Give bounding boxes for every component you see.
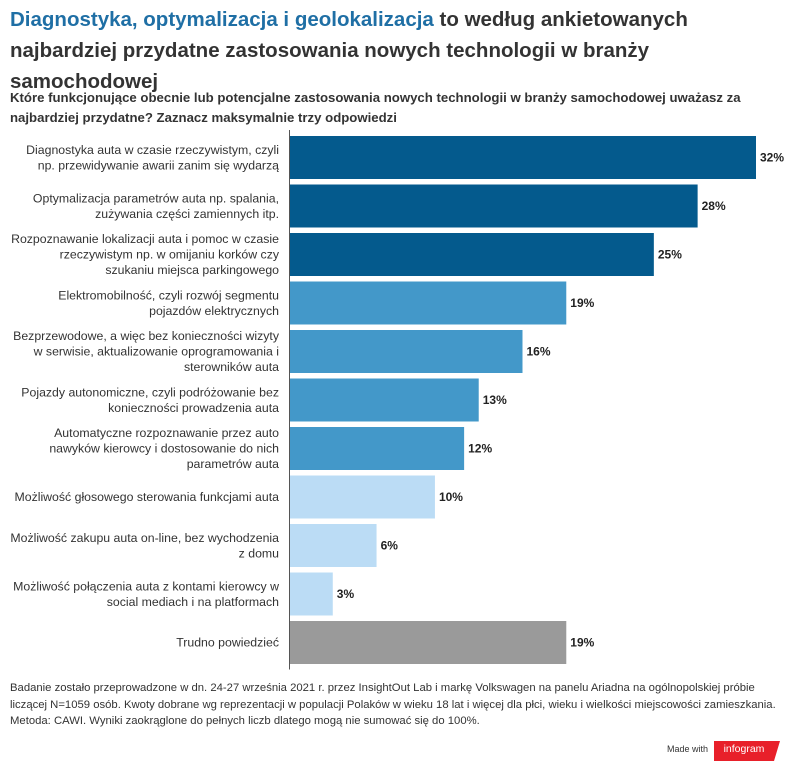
category-label-line: nawyków kierowcy i dostosowanie do nich bbox=[49, 442, 279, 456]
infogram-logo[interactable]: infogram bbox=[714, 741, 782, 761]
value-label: 25% bbox=[658, 248, 682, 262]
value-label: 3% bbox=[337, 587, 355, 601]
chart-title-rest: to według ankietowanych najbardziej przy… bbox=[10, 8, 688, 93]
bar[interactable] bbox=[289, 427, 465, 470]
category-label: Optymalizacja parametrów auta np. spalan… bbox=[33, 191, 279, 221]
made-with-label: Made with bbox=[667, 744, 709, 754]
category-label-line: konieczności prowadzenia auta bbox=[108, 401, 279, 415]
infogram-logo-shape bbox=[714, 741, 780, 761]
category-label-line: Możliwość zakupu auta on-line, bez wycho… bbox=[10, 531, 279, 545]
category-label-line: parametrów auta bbox=[187, 457, 279, 471]
category-label-line: Elektromobilność, czyli rozwój segmentu bbox=[58, 288, 279, 302]
category-label-line: Możliwość głosowego sterowania funkcjami… bbox=[14, 490, 279, 504]
category-label-line: Automatyczne rozpoznawanie przez auto bbox=[54, 426, 279, 440]
methodology-note: Badanie zostało przeprowadzone w dn. 24-… bbox=[10, 682, 776, 727]
value-label: 13% bbox=[483, 393, 507, 407]
category-label: Rozpoznawanie lokalizacji auta i pomoc w… bbox=[11, 232, 280, 277]
category-label: Możliwość połączenia auta z kontami kier… bbox=[13, 579, 279, 609]
bar[interactable] bbox=[289, 572, 333, 616]
category-label: Bezprzewodowe, a więc bez konieczności w… bbox=[13, 329, 280, 374]
bar[interactable] bbox=[289, 330, 523, 373]
value-label: 16% bbox=[527, 345, 551, 359]
category-label-line: szukaniu miejsca parkingowego bbox=[105, 263, 279, 277]
category-label-line: Pojazdy autonomiczne, czyli podróżowanie… bbox=[21, 385, 279, 399]
category-label-line: z domu bbox=[239, 546, 279, 560]
category-label-line: Bezprzewodowe, a więc bez konieczności w… bbox=[13, 329, 280, 343]
bar[interactable] bbox=[289, 136, 756, 179]
bar[interactable] bbox=[289, 524, 377, 567]
category-label-line: Możliwość połączenia auta z kontami kier… bbox=[13, 579, 279, 593]
category-label: Diagnostyka auta w czasie rzeczywistym, … bbox=[26, 143, 279, 173]
bar[interactable] bbox=[289, 621, 567, 664]
bar[interactable] bbox=[289, 184, 698, 228]
category-label: Automatyczne rozpoznawanie przez auto naw… bbox=[49, 426, 279, 471]
value-label: 12% bbox=[468, 442, 492, 456]
bar[interactable] bbox=[289, 475, 435, 519]
category-label-line: social mediach i na platformach bbox=[107, 595, 279, 609]
category-label-line: sterowników auta bbox=[184, 360, 279, 374]
category-label-line: Trudno powiedzieć bbox=[176, 636, 279, 650]
bar-chart: 32% Diagnostyka auta w czasie rzeczywisty… bbox=[10, 130, 784, 670]
category-label-line: zużywania części zamiennych itp. bbox=[95, 207, 279, 221]
survey-question: Które funkcjonujące obecnie lub potencja… bbox=[10, 90, 741, 125]
value-label: 28% bbox=[702, 199, 726, 213]
bar[interactable] bbox=[289, 233, 654, 276]
category-label-line: w serwisie, aktualizowanie oprogramowani… bbox=[33, 345, 279, 359]
category-label-line: Rozpoznawanie lokalizacji auta i pomoc w… bbox=[11, 232, 279, 246]
category-label: Możliwość zakupu auta on-line, bez wycho… bbox=[10, 531, 279, 561]
category-label: Elektromobilność, czyli rozwój segmentu p… bbox=[58, 288, 279, 318]
bar[interactable] bbox=[289, 281, 567, 325]
value-label: 10% bbox=[439, 490, 463, 504]
infogram-logo-text: infogram bbox=[723, 743, 765, 755]
value-label: 32% bbox=[760, 151, 784, 165]
category-label-line: np. przewidywanie awarii zanim się wydar… bbox=[38, 158, 279, 172]
category-label: Możliwość głosowego sterowania funkcjami… bbox=[14, 490, 279, 504]
value-label: 6% bbox=[381, 539, 399, 553]
value-label: 19% bbox=[570, 636, 594, 650]
chart-title: Diagnostyka, optymalizacja i geolokaliza… bbox=[10, 4, 800, 97]
category-label-line: Optymalizacja parametrów auta np. spalan… bbox=[33, 191, 279, 205]
category-label-line: pojazdów elektrycznych bbox=[149, 304, 279, 318]
category-label: Trudno powiedzieć bbox=[176, 636, 279, 650]
bar[interactable] bbox=[289, 378, 479, 422]
value-label: 19% bbox=[570, 296, 594, 310]
category-label-line: Diagnostyka auta w czasie rzeczywistym, … bbox=[26, 143, 279, 157]
chart-title-highlight: Diagnostyka, optymalizacja i geolokaliza… bbox=[10, 8, 434, 31]
category-label: Pojazdy autonomiczne, czyli podróżowanie… bbox=[21, 385, 279, 415]
category-label-line: rzeczywistym np. w omijaniu korków czy bbox=[60, 248, 280, 262]
